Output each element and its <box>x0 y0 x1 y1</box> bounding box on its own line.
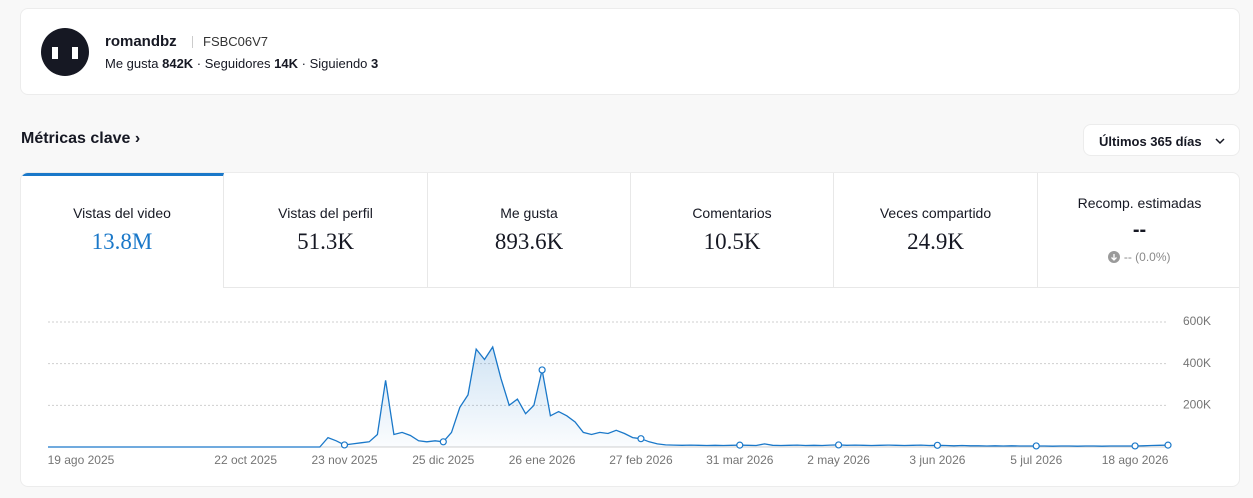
point <box>1032 442 1040 450</box>
y-tick-label: 400K <box>1183 356 1211 370</box>
metric-tab[interactable]: Veces compartido 24.9K <box>834 173 1038 288</box>
stat-value: 842K <box>162 56 194 71</box>
metric-label: Vistas del video <box>73 205 171 221</box>
down-icon <box>1108 251 1121 263</box>
stat-label: Me gusta <box>105 56 159 71</box>
x-tick-label: 23 nov 2025 <box>311 453 377 467</box>
x-tick-label: 5 jul 2026 <box>1010 453 1062 467</box>
user-id: FSBC06V7 <box>203 34 269 49</box>
divider <box>192 36 193 48</box>
metric-label: Recomp. estimadas <box>1077 195 1202 211</box>
avatar <box>41 28 89 76</box>
x-tick-label: 25 dic 2025 <box>412 453 474 467</box>
metric-tab[interactable]: Vistas del perfil 51.3K <box>224 173 428 288</box>
metric-value: -- <box>1132 219 1147 241</box>
y-tick-label: 600K <box>1183 314 1211 328</box>
point <box>736 441 744 449</box>
x-tick-label: 26 ene 2026 <box>509 453 576 467</box>
metric-tab[interactable]: Recomp. estimadas -- -- (0.0%) <box>1038 173 1239 288</box>
y-tick-label: 200K <box>1183 398 1211 412</box>
metric-label: Veces compartido <box>879 205 992 221</box>
metric-label: Me gusta <box>500 205 558 221</box>
metric-value: 13.8M <box>91 229 153 254</box>
stat-value: 14K <box>274 56 299 71</box>
metric-tab[interactable]: Vistas del video 13.8M <box>21 173 224 288</box>
point <box>933 441 942 449</box>
area <box>48 347 1168 447</box>
metric-label: Comentarios <box>692 205 772 221</box>
username: romandbz <box>105 33 177 50</box>
point <box>637 435 645 443</box>
metric-label: Vistas del perfil <box>278 205 373 221</box>
point <box>538 366 546 374</box>
metric-value: 10.5K <box>703 229 761 254</box>
profile-card: romandbz FSBC06V7 Me gusta 842K · Seguid… <box>20 8 1240 95</box>
x-tick-label: 18 ago 2026 <box>1102 453 1169 467</box>
stat-label: Seguidores <box>204 56 271 71</box>
section-link[interactable]: Métricas clave › <box>21 130 141 147</box>
x-tick-label: 2 may 2026 <box>807 453 870 467</box>
line <box>48 345 1169 448</box>
point <box>439 438 447 446</box>
point <box>340 441 349 449</box>
point <box>1164 441 1172 449</box>
x-tick-label: 3 jun 2026 <box>909 453 965 467</box>
point <box>1131 442 1139 450</box>
chevron <box>1215 138 1225 145</box>
metrics-panel: Vistas del video 13.8M Vistas del perfil 5… <box>20 172 1240 487</box>
range-label: Últimos 365 días <box>1099 134 1202 149</box>
stat-value: 3 <box>371 56 379 71</box>
x-tick-label: 31 mar 2026 <box>706 453 774 467</box>
section-title: Métricas clave <box>21 130 131 147</box>
x-tick-label: 27 feb 2026 <box>609 453 673 467</box>
metric-tab[interactable]: Comentarios 10.5K <box>631 173 834 288</box>
metric-value: 51.3K <box>297 229 354 254</box>
metric-change: -- (0.0%) <box>1123 250 1171 264</box>
x-tick-label: 22 oct 2025 <box>214 453 277 467</box>
metric-value: 24.9K <box>907 229 964 254</box>
stats: Me gusta 842K · Seguidores 14K · Siguien… <box>105 56 379 71</box>
metric-change-row: -- (0.0%) <box>1038 250 1239 264</box>
range-dropdown[interactable]: Últimos 365 días <box>1083 124 1240 156</box>
metric-tab[interactable]: Me gusta 893.6K <box>428 173 631 288</box>
metric-value: 893.6K <box>494 229 564 254</box>
stat-label: Siguiendo <box>309 56 368 71</box>
x-tick-label: 19 ago 2025 <box>48 453 115 467</box>
point <box>834 441 843 449</box>
